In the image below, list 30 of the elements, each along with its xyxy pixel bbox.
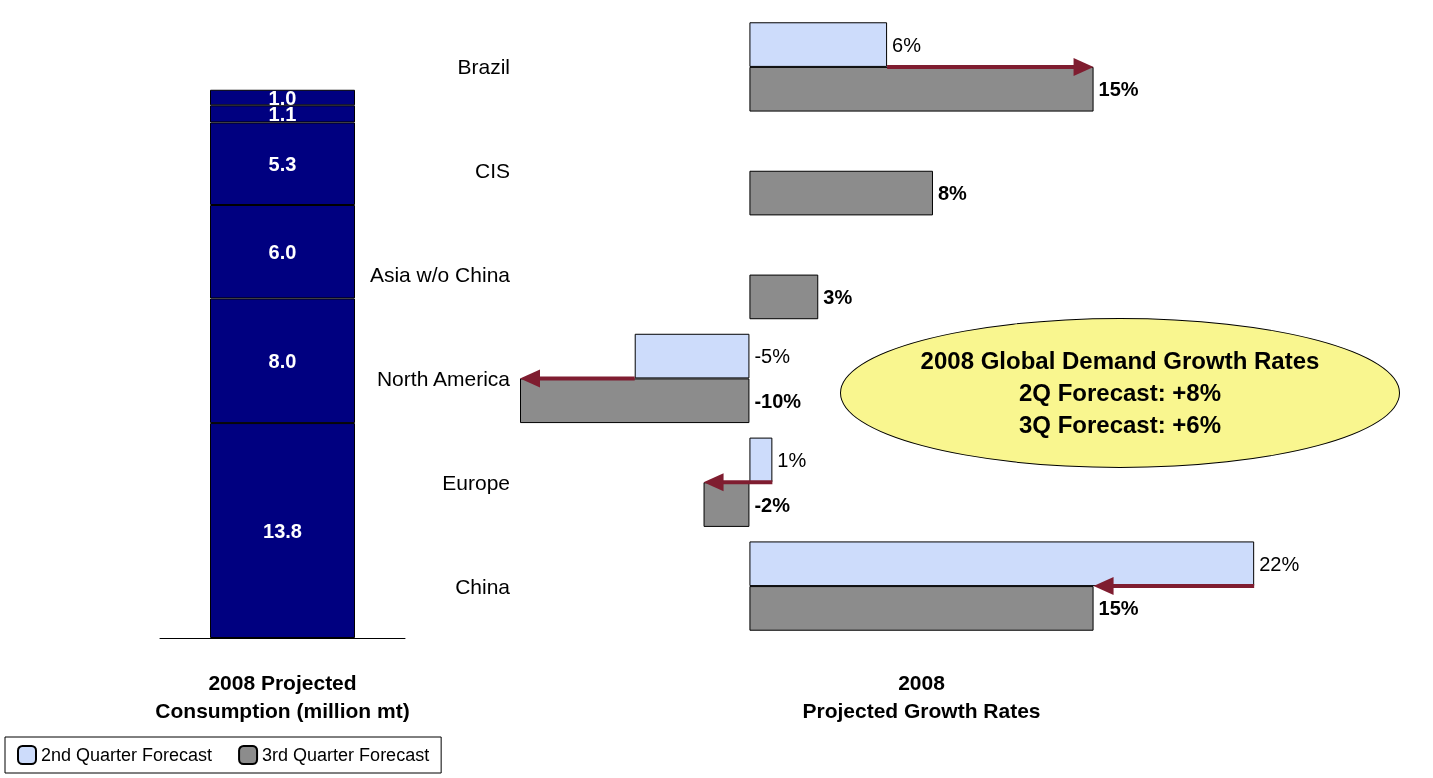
legend-label: 3rd Quarter Forecast <box>262 745 430 765</box>
x-axis-title: 2008 Projected Growth Rates <box>802 670 1041 722</box>
data-label: -5% <box>754 345 791 368</box>
data-label: 15% <box>1098 597 1139 620</box>
data-label: 5.3 <box>268 152 297 175</box>
data-label: 8% <box>937 182 968 205</box>
y-tick-label: Brazil <box>457 55 510 79</box>
data-label: 6.0 <box>268 240 297 263</box>
y-tick-label: CIS <box>474 159 510 183</box>
annotation: 2Q Forecast: +8% <box>1018 378 1222 408</box>
y-tick-label: Asia w/o China <box>369 263 511 287</box>
data-label: 6% <box>892 33 922 56</box>
data-label: 15% <box>1098 78 1139 101</box>
data-label: 22% <box>1259 552 1300 575</box>
data-label: 1% <box>777 448 807 471</box>
data-label: 13.8 <box>263 519 302 542</box>
data-label: -2% <box>754 493 791 516</box>
annotation: 2008 Global Demand Growth Rates <box>920 346 1320 376</box>
data-label: 8.0 <box>268 349 297 372</box>
bar <box>749 170 933 216</box>
data-label: -10% <box>754 389 802 412</box>
callout-ellipse: 2008 Global Demand Growth Rates 2Q Forecast: +8% 3Q Forecast: +6% <box>840 318 1400 468</box>
x-axis-title: 2008 Projected Consumption (million mt) <box>155 670 410 722</box>
annotation: 3Q Forecast: +6% <box>1018 410 1222 440</box>
y-tick-label: China <box>455 574 511 598</box>
data-label: 3% <box>823 285 853 308</box>
legend-label: 2nd Quarter Forecast <box>41 745 213 765</box>
bar <box>749 274 819 320</box>
y-tick-label: Europe <box>442 470 510 494</box>
y-tick-label: North America <box>376 366 511 390</box>
